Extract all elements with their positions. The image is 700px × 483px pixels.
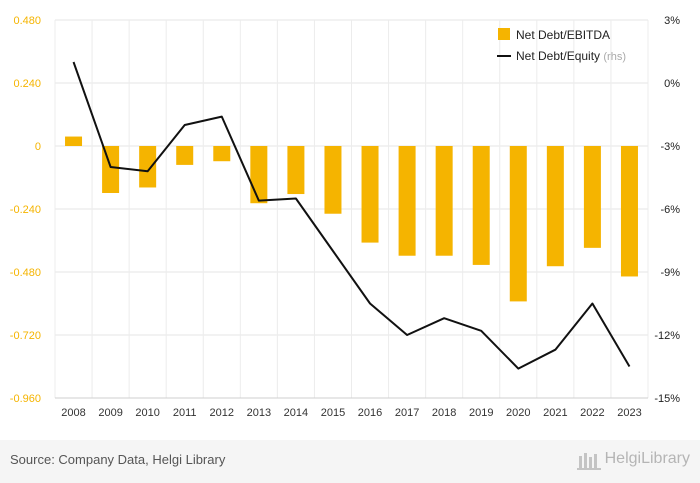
x-tick-label: 2017: [395, 407, 419, 419]
bar: [509, 146, 527, 302]
x-tick-label: 2022: [580, 407, 604, 419]
bar: [213, 146, 231, 162]
x-tick-label: 2021: [543, 407, 567, 419]
x-tick-label: 2014: [284, 407, 308, 419]
x-tick-label: 2023: [617, 407, 641, 419]
legend-label: Net Debt/Equity (rhs): [516, 49, 626, 63]
y-right-tick-label: -6%: [660, 204, 680, 216]
line-series: [72, 61, 631, 370]
bar: [250, 146, 268, 204]
bar: [65, 136, 83, 146]
y-left-tick-label: -0.480: [10, 267, 41, 279]
x-tick-label: 2020: [506, 407, 530, 419]
x-tick-label: 2016: [358, 407, 382, 419]
y-right-tick-label: -15%: [654, 393, 680, 405]
y-right-tick-label: -12%: [654, 330, 680, 342]
legend-suffix: (rhs): [603, 51, 626, 63]
source-note: Source: Company Data, Helgi Library: [10, 452, 226, 467]
x-tick-label: 2012: [210, 407, 234, 419]
bar: [472, 146, 490, 265]
library-icon: [576, 453, 601, 470]
x-tick-label: 2008: [61, 407, 85, 419]
y-left-tick-label: -0.240: [10, 204, 41, 216]
brand-name: HelgiLibrary: [604, 450, 690, 467]
y-right-tick-label: 0%: [664, 78, 680, 90]
y-right-tick-label: -9%: [660, 267, 680, 279]
y-left-tick-label: -0.960: [10, 393, 41, 405]
legend-swatch-bar: [498, 28, 510, 40]
x-tick-label: 2019: [469, 407, 493, 419]
x-tick-label: 2013: [247, 407, 271, 419]
bar: [398, 146, 416, 256]
x-tick-label: 2009: [98, 407, 122, 419]
bar: [583, 146, 601, 248]
y-left-tick-label: 0.480: [13, 15, 41, 27]
brand-logo: HelgiLibrary: [576, 448, 690, 470]
footer: Source: Company Data, Helgi Library Helg…: [0, 440, 700, 483]
y-right-tick-label: 3%: [664, 15, 680, 27]
x-tick-label: 2011: [173, 407, 197, 419]
bar: [546, 146, 564, 267]
bar: [176, 146, 194, 165]
bar: [620, 146, 638, 277]
bar: [287, 146, 305, 195]
bar: [435, 146, 453, 256]
x-tick-label: 2010: [135, 407, 159, 419]
x-tick-label: 2018: [432, 407, 456, 419]
x-tick-label: 2015: [321, 407, 345, 419]
chart-svg: 0.480 3% 0.240 0% 0 -3% -0.240 -6% -0.480 -9% -0.7…: [10, 15, 680, 419]
bar: [139, 146, 157, 188]
y-right-tick-label: -3%: [660, 141, 680, 153]
chart: 0.480 3% 0.240 0% 0 -3% -0.240 -6% -0.480 -9% -0.7…: [10, 15, 680, 419]
y-left-tick-label: -0.720: [10, 330, 41, 342]
y-left-tick-label: 0: [35, 141, 41, 153]
legend-label: Net Debt/EBITDA: [516, 28, 610, 42]
y-left-tick-label: 0.240: [13, 78, 41, 90]
bar: [361, 146, 379, 243]
bar: [324, 146, 342, 214]
